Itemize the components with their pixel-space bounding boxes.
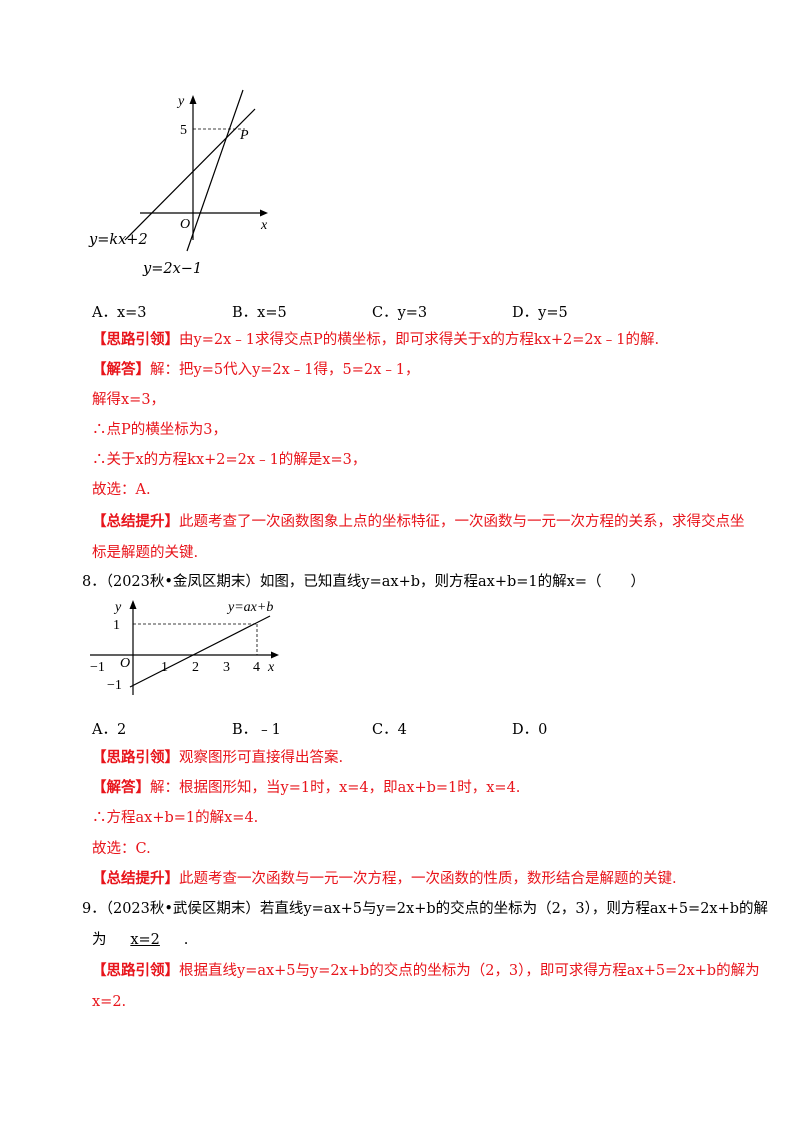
q8-hint-tag: 【思路引领】	[92, 749, 179, 766]
fig2-x-label: x	[267, 660, 275, 675]
q8-hint: 【思路引领】观察图形可直接得出答案.	[92, 748, 343, 768]
fig2-x-arrow	[271, 651, 279, 659]
q8-option-d[interactable]: D．0	[512, 722, 548, 738]
fig2-tick-x-4: 4	[253, 660, 260, 675]
figure-2-graph: y x O −1 1 2 3 4 1 −1 y=ax+b	[90, 600, 279, 695]
q8-summary-text: 此题考查一次函数与一元一次方程，一次函数的性质，数形结合是解题的关键.	[179, 871, 677, 887]
q7-hint: 【思路引领】由y=2x﹣1求得交点P的横坐标，即可求得关于x的方程kx+2=2x…	[92, 330, 659, 350]
fig1-line-kx2	[124, 108, 256, 241]
fig2-y-label: y	[113, 600, 122, 615]
q7-hint-tag: 【思路引领】	[92, 331, 179, 348]
q8-option-c[interactable]: C．4	[372, 722, 407, 738]
q9-stem-suffix: .	[183, 932, 189, 948]
fig1-line2-label: y=2x−1	[143, 261, 203, 277]
q8-summary-tag: 【总结提升】	[92, 870, 179, 887]
fig1-origin-label: O	[180, 217, 190, 232]
q8-summary: 【总结提升】此题考查一次函数与一元一次方程，一次函数的性质，数形结合是解题的关键…	[92, 869, 677, 889]
q9-stem-line-1: 9．（2023秋•武侯区期末）若直线y=ax+5与y=2x+b的交点的坐标为（2…	[82, 901, 769, 917]
fig1-y-label: y	[176, 94, 185, 109]
q7-option-a[interactable]: A．x=3	[92, 305, 147, 321]
q7-answer-line-1: 【解答】解：把y=5代入y=2x﹣1得，5=2x﹣1，	[92, 360, 420, 380]
q7-answer-line-2: 解得x=3，	[92, 392, 166, 408]
q7-answer-line-4: ∴关于x的方程kx+2=2x﹣1的解是x=3，	[92, 452, 367, 468]
q7-summary-line-1: 【总结提升】此题考查了一次函数图象上点的坐标特征，一次函数与一元一次方程的关系，…	[92, 512, 745, 532]
fig2-origin-label: O	[120, 656, 130, 671]
q9-answer-value: x=2	[130, 932, 160, 948]
fig2-line	[129, 615, 271, 688]
q8-answer-tag: 【解答】	[92, 779, 150, 796]
q7-answer-text-1: 解：把y=5代入y=2x﹣1得，5=2x﹣1，	[150, 362, 420, 378]
q9-hint-line-1: 【思路引领】根据直线y=ax+5与y=2x+b的交点的坐标为（2，3），即可求得…	[92, 961, 760, 981]
q8-answer-line-2: ∴方程ax+b=1的解x=4.	[92, 810, 259, 826]
fig2-tick-x-2: 2	[192, 660, 199, 675]
q9-answer-blank[interactable]: x=2	[111, 930, 179, 950]
fig2-tick-y-neg1: −1	[107, 678, 122, 693]
q9-stem-line-2: 为 x=2 .	[92, 930, 188, 950]
q9-hint-tag: 【思路引领】	[92, 962, 179, 979]
fig1-x-arrow	[260, 209, 268, 217]
fig1-x-label: x	[260, 218, 268, 233]
q7-option-b[interactable]: B．x=5	[232, 305, 287, 321]
q7-hint-text: 由y=2x﹣1求得交点P的横坐标，即可求得关于x的方程kx+2=2x﹣1的解.	[179, 332, 660, 348]
fig1-y-arrow	[189, 95, 197, 104]
q7-summary-tag: 【总结提升】	[92, 513, 179, 530]
fig2-y-arrow	[129, 600, 137, 609]
fig2-tick-y-1: 1	[113, 618, 120, 633]
fig2-line-label: y=ax+b	[226, 600, 273, 615]
figure-1-graph: y x O 5 P	[124, 89, 268, 252]
q9-stem-prefix: 为	[92, 932, 107, 948]
q8-hint-text: 观察图形可直接得出答案.	[179, 750, 344, 766]
q8-stem: 8．（2023秋•金凤区期末）如图，已知直线y=ax+b，则方程ax+b=1的解…	[82, 574, 645, 590]
q7-answer-line-5: 故选：A.	[92, 482, 151, 498]
q7-answer-line-3: ∴点P的横坐标为3，	[92, 422, 227, 438]
q7-summary-line-2: 标是解题的关键.	[92, 545, 199, 561]
q7-option-c[interactable]: C．y=3	[372, 305, 428, 321]
fig2-tick-x-3: 3	[223, 660, 230, 675]
q9-hint-text-1: 根据直线y=ax+5与y=2x+b的交点的坐标为（2，3），即可求得方程ax+5…	[179, 963, 760, 979]
fig1-point-p: P	[239, 128, 249, 143]
fig2-tick-x-neg1: −1	[90, 660, 105, 675]
q7-summary-text-1: 此题考查了一次函数图象上点的坐标特征，一次函数与一元一次方程的关系，求得交点坐	[179, 514, 745, 530]
fig2-tick-x-1: 1	[161, 660, 168, 675]
q7-answer-tag: 【解答】	[92, 361, 150, 378]
q8-option-b[interactable]: B．﹣1	[232, 722, 281, 738]
fig1-line-2x-1	[186, 89, 244, 252]
q8-option-a[interactable]: A．2	[92, 722, 127, 738]
q8-answer-line-1: 【解答】解：根据图形知，当y=1时，x=4，即ax+b=1时，x=4.	[92, 778, 520, 798]
fig1-tick-5: 5	[180, 123, 187, 138]
q9-hint-line-2: x=2.	[92, 994, 127, 1010]
q8-answer-line-3: 故选：C.	[92, 841, 151, 857]
q8-answer-text-1: 解：根据图形知，当y=1时，x=4，即ax+b=1时，x=4.	[150, 780, 521, 796]
fig1-line1-label: y=kx+2	[89, 232, 148, 248]
q7-option-d[interactable]: D．y=5	[512, 305, 568, 321]
